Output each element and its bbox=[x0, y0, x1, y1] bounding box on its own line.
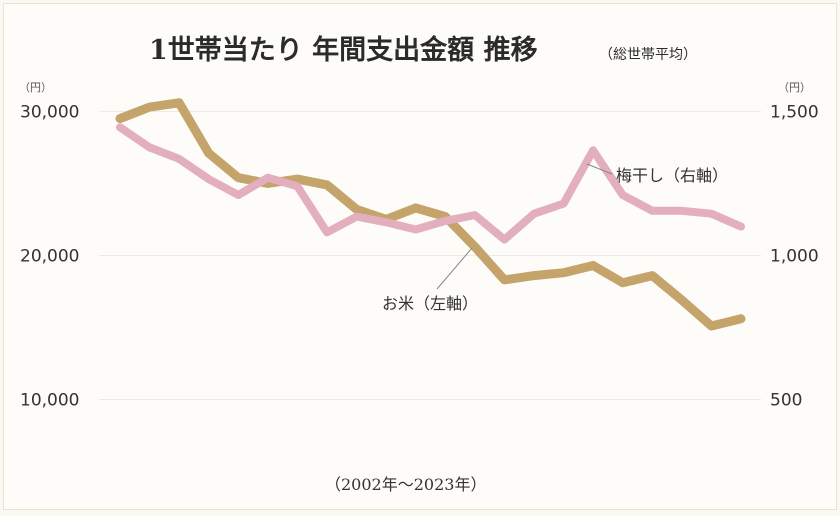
series-lines bbox=[115, 98, 746, 331]
axis-ticks: 10,000 20,000 30,000 500 1,000 1,500 bbox=[20, 102, 819, 410]
right-tick-label: 1,500 bbox=[770, 102, 819, 122]
rice-leader-line bbox=[436, 247, 473, 290]
x-axis-label: （2002年〜2023年） bbox=[325, 475, 486, 494]
chart-subtitle: （総世帯平均） bbox=[599, 47, 697, 63]
right-tick-label: 500 bbox=[770, 391, 802, 411]
umeboshi-label: 梅干し（右軸） bbox=[616, 166, 728, 185]
right-tick-label: 1,000 bbox=[770, 246, 819, 266]
umeboshi-leader-line bbox=[586, 163, 613, 175]
rice-label: お米（左軸） bbox=[382, 294, 478, 313]
expenditure-chart: 1世帯当たり 年間支出金額 推移 （総世帯平均） （円） （円） 10,000 2… bbox=[19, 34, 819, 494]
umeboshi-series-line bbox=[116, 123, 745, 244]
gridlines bbox=[99, 110, 761, 401]
left-tick-label: 10,000 bbox=[20, 391, 79, 411]
left-tick-label: 30,000 bbox=[20, 102, 79, 122]
annotations: 梅干し（右軸） お米（左軸） bbox=[382, 163, 728, 313]
right-axis-unit: （円） bbox=[778, 81, 811, 94]
chart-title: 1世帯当たり 年間支出金額 推移 bbox=[149, 34, 538, 66]
chart-frame: 1世帯当たり 年間支出金額 推移 （総世帯平均） （円） （円） 10,000 2… bbox=[3, 3, 837, 510]
rice-series-line bbox=[115, 98, 746, 331]
left-tick-label: 20,000 bbox=[20, 246, 79, 266]
left-axis-unit: （円） bbox=[19, 81, 52, 94]
